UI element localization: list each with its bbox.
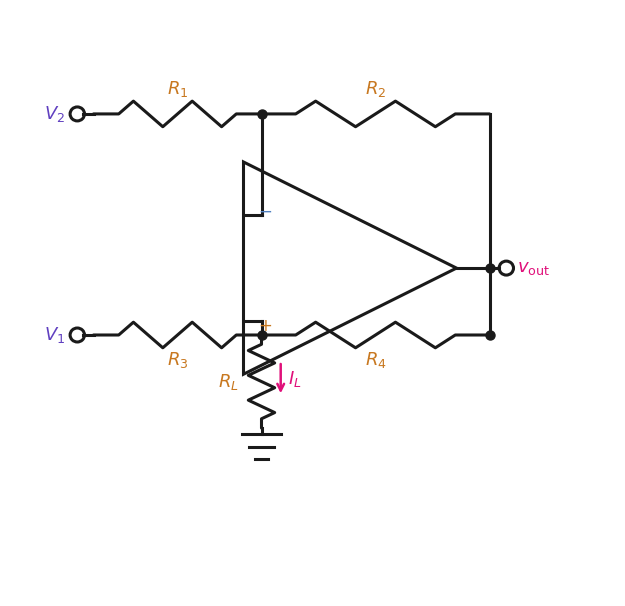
Text: $V_2$: $V_2$ [44,104,65,124]
Text: $+$: $+$ [259,317,272,335]
Text: $R_3$: $R_3$ [167,350,188,370]
Text: $v_{\rm out}$: $v_{\rm out}$ [517,259,550,277]
Text: $V_1$: $V_1$ [44,325,65,345]
Text: $I_L$: $I_L$ [288,368,301,388]
Text: $R_1$: $R_1$ [167,79,188,99]
Text: $-$: $-$ [259,201,272,219]
Text: $R_4$: $R_4$ [364,350,386,370]
Text: $R_2$: $R_2$ [365,79,386,99]
Text: $R_L$: $R_L$ [218,371,239,391]
